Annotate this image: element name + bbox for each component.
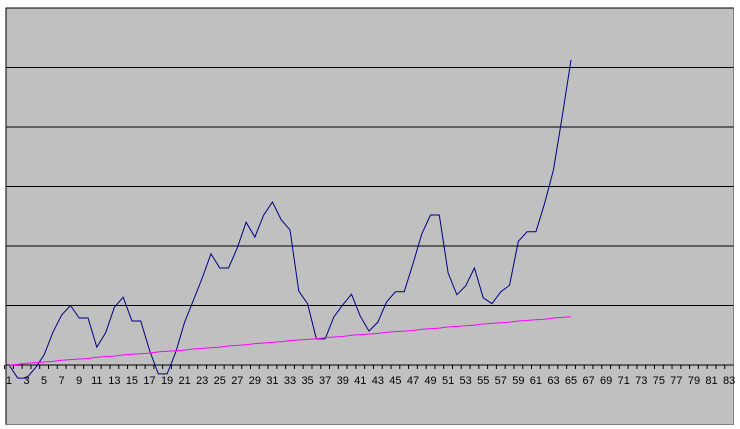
- x-tick-label: 33: [284, 375, 296, 387]
- series-line: [8, 59, 572, 379]
- x-tick-label: 53: [460, 375, 472, 387]
- x-tick-label: 21: [179, 375, 191, 387]
- x-tick-label: 73: [635, 375, 647, 387]
- x-tick-label: 83: [723, 375, 735, 387]
- x-tick-label: 45: [389, 375, 401, 387]
- x-tick-label: 65: [565, 375, 577, 387]
- x-tick-label: 3: [23, 375, 29, 387]
- x-tick-label: 35: [301, 375, 313, 387]
- x-tick-label: 59: [512, 375, 524, 387]
- x-tick-label: 19: [161, 375, 173, 387]
- x-tick-label: 67: [582, 375, 594, 387]
- x-tick-label: 37: [319, 375, 331, 387]
- x-tick-label: 41: [354, 375, 366, 387]
- x-tick-label: 29: [249, 375, 261, 387]
- x-tick-label: 43: [372, 375, 384, 387]
- x-tick-label: 5: [41, 375, 47, 387]
- x-tick-label: 17: [143, 375, 155, 387]
- x-tick-label: 39: [337, 375, 349, 387]
- x-tick-label: 63: [547, 375, 559, 387]
- x-tick-label: 15: [126, 375, 138, 387]
- x-tick-label: 9: [76, 375, 82, 387]
- x-tick-label: 7: [59, 375, 65, 387]
- x-tick-label: 61: [530, 375, 542, 387]
- x-tick-label: 1: [6, 375, 12, 387]
- x-tick-label: 55: [477, 375, 489, 387]
- plot-area: [5, 7, 734, 425]
- x-tick-label: 71: [618, 375, 630, 387]
- series-line: [8, 316, 572, 366]
- x-tick-label: 23: [196, 375, 208, 387]
- x-tick-label: 69: [600, 375, 612, 387]
- x-tick-label: 47: [407, 375, 419, 387]
- x-tick-label: 77: [670, 375, 682, 387]
- x-tick-label: 31: [266, 375, 278, 387]
- x-tick-label: 25: [214, 375, 226, 387]
- x-tick-label: 13: [108, 375, 120, 387]
- x-tick-label: 75: [653, 375, 665, 387]
- x-tick-label: 79: [688, 375, 700, 387]
- x-tick-label: 51: [442, 375, 454, 387]
- x-tick-label: 81: [705, 375, 717, 387]
- x-tick-label: 11: [91, 375, 102, 387]
- x-tick-label: 49: [424, 375, 436, 387]
- x-tick-label: 27: [231, 375, 243, 387]
- x-tick-label: 57: [495, 375, 507, 387]
